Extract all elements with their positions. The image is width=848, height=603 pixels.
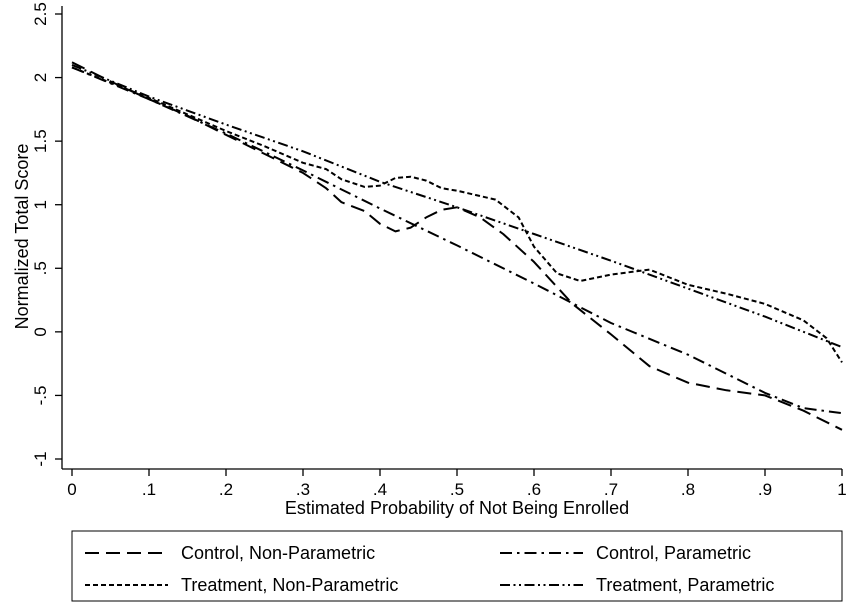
legend-label-2: Control, Parametric xyxy=(596,543,751,563)
series-line-1 xyxy=(71,61,843,431)
y-tick-label: 0 xyxy=(31,327,50,336)
legend: Control, Non-Parametric Control, Parametr… xyxy=(71,530,843,602)
legend-label-1: Control, Non-Parametric xyxy=(181,543,375,563)
x-tick-label: 0 xyxy=(67,480,76,499)
x-tick-label: .6 xyxy=(527,480,541,499)
x-tick-label: .8 xyxy=(681,480,695,499)
y-axis-title: Normalized Total Score xyxy=(12,144,32,330)
x-tick-label: .9 xyxy=(758,480,772,499)
y-tick-label: 1.5 xyxy=(31,129,50,153)
x-tick-label: .2 xyxy=(219,480,233,499)
x-tick-label: .4 xyxy=(373,480,387,499)
y-tick-label: 2.5 xyxy=(31,2,50,26)
axes: 0 .1 .2 .3 .4 .5 .6 .7 .8 .9 1 -1 -.5 0 .5 1 1.5 2 2.5 xyxy=(31,2,847,499)
legend-label-4: Treatment, Parametric xyxy=(596,575,774,595)
y-tick-label: 2 xyxy=(31,73,50,82)
legend-box xyxy=(71,530,843,602)
y-tick-label: -1 xyxy=(31,451,50,466)
plot-area xyxy=(71,61,843,431)
series-line-3 xyxy=(71,66,843,363)
y-tick-label: 1 xyxy=(31,200,50,209)
legend-label-3: Treatment, Non-Parametric xyxy=(181,575,398,595)
series-line-4 xyxy=(71,63,843,349)
x-tick-label: 1 xyxy=(837,480,846,499)
x-tick-label: .1 xyxy=(142,480,156,499)
x-tick-label: .7 xyxy=(604,480,618,499)
x-tick-label: .3 xyxy=(296,480,310,499)
x-tick-label: .5 xyxy=(450,480,464,499)
y-tick-label: .5 xyxy=(31,261,50,275)
y-tick-label: -.5 xyxy=(31,386,50,406)
x-axis-title: Estimated Probability of Not Being Enrol… xyxy=(285,498,629,518)
series-line-2 xyxy=(71,66,843,415)
